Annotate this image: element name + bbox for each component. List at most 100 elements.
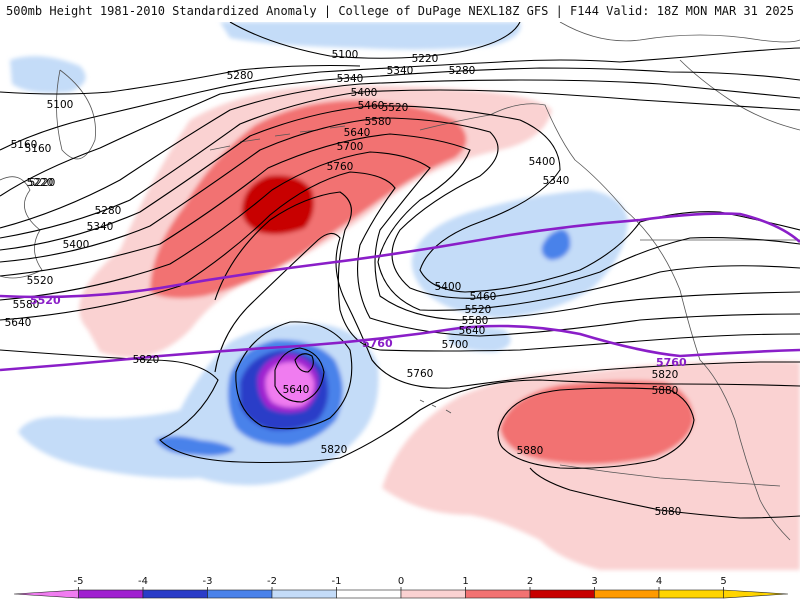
negative-anomaly-east-core <box>541 229 571 260</box>
colorbar-segment <box>207 589 273 599</box>
height-contour-label: 5640 <box>459 325 486 337</box>
colorbar-segment <box>400 589 466 599</box>
height-contour-label: 5220 <box>412 53 439 65</box>
reference-contour-5520 <box>0 212 800 299</box>
height-contour-label: 5640 <box>344 127 371 139</box>
contour-5280 <box>0 79 800 229</box>
colorbar-segment <box>465 589 531 599</box>
height-contour-label: 5520 <box>27 275 54 287</box>
contour-5580 <box>0 151 800 321</box>
colorbar-segment <box>658 589 724 599</box>
aleutian-islands <box>209 125 346 151</box>
height-contour-label: 5820 <box>321 444 348 456</box>
height-contour-label: 5400 <box>529 156 556 168</box>
negative-anomaly-east-sw <box>448 326 511 352</box>
height-contour-label: 5280 <box>95 205 122 217</box>
height-contour-label: 5400 <box>351 87 378 99</box>
contour-5400 <box>0 105 800 293</box>
negative-anomaly-south-l5 <box>265 362 315 408</box>
height-contour-label: 5700 <box>337 141 364 153</box>
reference-contours <box>0 212 800 372</box>
reference-contour-label: 5520 <box>30 294 61 307</box>
height-contour-label: 5580 <box>13 299 40 311</box>
contour-5880-south <box>529 467 800 519</box>
colorbar: -5 -4 -3 -2 -1 0 1 2 3 4 5 <box>13 576 789 599</box>
height-contour-label: 5280 <box>227 70 254 82</box>
contour-5340 <box>0 89 800 239</box>
colorbar-segment <box>142 589 208 599</box>
height-contour-label: 5340 <box>543 175 570 187</box>
colorbar-tick-label: -2 <box>267 576 277 587</box>
north-america-coastline <box>624 209 791 541</box>
map-title: 500mb Height 1981-2010 Standardized Anom… <box>6 0 512 22</box>
height-contour-label: 5760 <box>327 161 354 173</box>
height-contour-label: 5340 <box>87 221 114 233</box>
contour-5640 <box>0 171 800 337</box>
canada-coastline <box>559 21 800 43</box>
contour-5640-low <box>274 347 325 403</box>
positive-anomaly-southeast-pink <box>382 361 800 570</box>
height-contour-label: 5460 <box>358 100 385 112</box>
reference-labels: 5520 5760 5760 <box>30 294 687 369</box>
colorbar-arrow-right <box>723 589 789 599</box>
height-contour-label: 5340 <box>387 65 414 77</box>
contour-5220 <box>0 67 800 197</box>
contour-5520 <box>0 133 800 311</box>
colorbar-segment <box>78 589 144 599</box>
height-contour-label: 5820 <box>652 369 679 381</box>
height-contour-label: 5880 <box>655 506 682 518</box>
height-contour-label: 5820 <box>133 354 160 366</box>
colorbar-tick-label: -1 <box>332 576 342 587</box>
anomaly-shading <box>10 22 800 570</box>
height-contour-label: 5760 <box>407 368 434 380</box>
height-contour-label: 5580 <box>462 315 489 327</box>
height-contour-label: 5880 <box>652 385 679 397</box>
height-contours <box>0 21 800 519</box>
reference-contour-label: 5760 <box>362 337 393 350</box>
negative-anomaly-west-tongue <box>155 436 235 456</box>
height-contour-label: 5400 <box>63 239 90 251</box>
contour-5160 <box>0 47 800 151</box>
colorbar-tick-label: -4 <box>138 576 148 587</box>
colorbar-tick-label: 4 <box>656 576 662 587</box>
height-contour-label: 5220 <box>27 177 54 189</box>
contour-5700 <box>214 191 800 352</box>
negative-anomaly-east-light <box>411 190 628 318</box>
negative-anomaly-northwest <box>10 56 86 93</box>
height-contour-label: 5400 <box>435 281 462 293</box>
negative-anomaly-north <box>220 22 521 50</box>
height-contour-label: 5460 <box>470 291 497 303</box>
height-contour-label: 5520 <box>382 102 409 114</box>
height-contour-label: 5880 <box>517 445 544 457</box>
contour-5820 <box>0 349 800 464</box>
colorbar-tick-label: 5 <box>720 576 726 587</box>
height-contour-label: 5700 <box>442 339 469 351</box>
height-contour-label: 5100 <box>332 49 359 61</box>
colorbar-segment <box>336 589 402 599</box>
contour-5100-low <box>229 21 521 59</box>
reference-contour-5760 <box>0 324 800 372</box>
contour-5460 <box>0 117 800 299</box>
contour-5880 <box>497 387 695 469</box>
contour-5100-west <box>0 64 361 95</box>
height-contour-label: 5640 <box>283 384 310 396</box>
hawaii-islands <box>419 399 452 414</box>
colorbar-tick-label: -5 <box>74 576 84 587</box>
contour-low-center <box>294 353 314 373</box>
colorbar-tick-label: 3 <box>591 576 597 587</box>
height-contour-label: 5220 <box>29 177 56 189</box>
colorbar-tick-label: 1 <box>462 576 468 587</box>
colorbar-segment <box>271 589 337 599</box>
colorbar-arrow-left <box>13 589 79 599</box>
model-run-info: 18Z GFS | F144 Valid: 18Z MON MAR 31 202… <box>497 0 794 22</box>
positive-anomaly-darkred <box>241 175 314 235</box>
height-contour-label: 5100 <box>47 99 74 111</box>
colorbar-tick-label: -3 <box>203 576 213 587</box>
colorbar-tick-label: 2 <box>527 576 533 587</box>
height-contour-label: 5580 <box>365 116 392 128</box>
alaska-coastline <box>419 103 626 211</box>
reference-contour-label: 5760 <box>656 356 687 369</box>
colorbar-segment <box>529 589 595 599</box>
